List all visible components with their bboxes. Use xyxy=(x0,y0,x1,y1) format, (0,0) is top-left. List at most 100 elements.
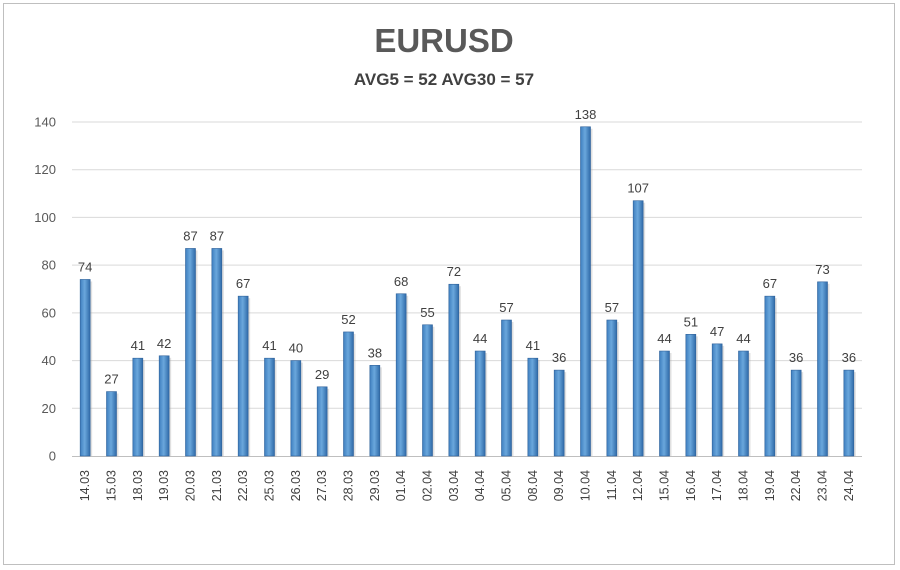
x-tick-label: 14.03 xyxy=(78,470,92,501)
x-tick-label: 18.04 xyxy=(737,470,751,501)
bar xyxy=(606,319,618,457)
x-tick-label: 29.03 xyxy=(368,470,382,501)
data-label: 107 xyxy=(627,181,649,196)
data-label: 42 xyxy=(157,336,171,351)
chart-frame: EURUSD AVG5 = 52 AVG30 = 57 0 20 40 60 80 100… xyxy=(3,3,895,565)
y-tick-label: 20 xyxy=(42,401,56,416)
x-tick-label: 15.04 xyxy=(658,470,672,501)
bar xyxy=(685,334,697,457)
bar xyxy=(264,357,275,457)
data-label: 47 xyxy=(710,324,724,339)
x-tick-label: 21.03 xyxy=(210,470,224,501)
data-label: 36 xyxy=(789,350,803,365)
x-tick-label: 01.04 xyxy=(394,470,408,501)
x-tick-label: 12.04 xyxy=(631,470,645,501)
x-tick-label: 19.03 xyxy=(157,470,171,501)
x-tick-label: 08.04 xyxy=(526,470,540,501)
labels: 74 14.03 27 15.03 41 18.03 42 19.03 87 20.03 87 21.… xyxy=(78,107,856,502)
data-label: 41 xyxy=(262,338,276,353)
x-tick-label: 20.03 xyxy=(184,470,198,501)
x-tick-label: 16.04 xyxy=(684,470,698,501)
x-tick-label: 11.04 xyxy=(605,470,619,500)
bar xyxy=(343,331,354,457)
y-tick-label: 100 xyxy=(34,210,56,225)
data-label: 36 xyxy=(842,350,856,365)
y-tick-label: 60 xyxy=(42,305,56,320)
data-label: 41 xyxy=(131,338,145,353)
bar xyxy=(185,248,196,457)
data-label: 44 xyxy=(473,331,487,346)
x-tick-label: 23.04 xyxy=(816,470,830,501)
bars xyxy=(79,126,856,457)
x-tick-label: 26.03 xyxy=(289,470,303,501)
bar xyxy=(659,350,670,457)
x-tick-label: 27.03 xyxy=(315,470,329,501)
x-tick-label: 24.04 xyxy=(842,470,856,501)
data-label: 67 xyxy=(236,276,250,291)
bar xyxy=(501,319,512,457)
data-label: 74 xyxy=(78,259,92,274)
bar xyxy=(817,281,828,457)
x-tick-label: 15.03 xyxy=(105,470,119,501)
bar-chart: 0 20 40 60 80 100 120 140 74 14.03 27 15.03 41 18.03… xyxy=(34,107,862,502)
data-label: 44 xyxy=(736,331,750,346)
bar xyxy=(764,295,776,457)
bar xyxy=(237,295,249,457)
data-label: 68 xyxy=(394,274,408,289)
data-label: 138 xyxy=(575,107,597,122)
gridlines xyxy=(72,121,862,409)
bar xyxy=(448,283,460,457)
data-label: 38 xyxy=(368,345,382,360)
bar xyxy=(369,365,381,457)
data-label: 29 xyxy=(315,367,329,382)
x-tick-label: 03.04 xyxy=(447,470,461,501)
bar xyxy=(527,357,539,457)
bar xyxy=(211,248,223,457)
data-label: 57 xyxy=(605,300,619,315)
bar xyxy=(711,343,723,457)
x-tick-label: 17.04 xyxy=(710,470,724,501)
y-tick-label: 140 xyxy=(34,115,56,130)
x-tick-label: 25.03 xyxy=(263,470,277,501)
data-label: 41 xyxy=(526,338,540,353)
bar xyxy=(395,293,407,457)
bar xyxy=(843,369,855,457)
y-tick-label: 40 xyxy=(42,353,56,368)
x-tick-label: 18.03 xyxy=(131,470,145,501)
data-label: 44 xyxy=(657,331,671,346)
data-label: 67 xyxy=(763,276,777,291)
bar xyxy=(316,386,328,457)
axes: 0 20 40 60 80 100 120 140 xyxy=(34,115,862,464)
data-label: 40 xyxy=(289,341,303,356)
bar xyxy=(106,391,117,457)
y-tick-label: 0 xyxy=(49,449,56,464)
data-label: 87 xyxy=(183,228,197,243)
bar xyxy=(580,126,591,457)
bar xyxy=(290,360,302,457)
x-tick-label: 02.04 xyxy=(421,470,435,501)
bar xyxy=(632,200,644,457)
bar xyxy=(474,350,486,457)
data-label: 87 xyxy=(210,228,224,243)
chart-title: EURUSD xyxy=(374,22,514,59)
x-tick-label: 28.03 xyxy=(342,470,356,501)
data-label: 52 xyxy=(341,312,355,327)
data-label: 55 xyxy=(420,305,434,320)
bar xyxy=(132,357,144,457)
y-tick-label: 80 xyxy=(42,258,56,273)
x-tick-label: 05.04 xyxy=(500,470,514,501)
y-tick-label: 120 xyxy=(34,162,56,177)
bar xyxy=(738,350,749,457)
data-label: 57 xyxy=(499,300,513,315)
data-label: 27 xyxy=(104,372,118,387)
x-tick-label: 19.04 xyxy=(763,470,777,501)
bar xyxy=(422,324,433,457)
x-tick-label: 10.04 xyxy=(579,470,593,501)
bar xyxy=(790,369,802,457)
bar xyxy=(553,369,565,457)
x-tick-label: 22.03 xyxy=(236,470,250,501)
data-label: 72 xyxy=(447,264,461,279)
x-tick-label: 04.04 xyxy=(473,470,487,501)
data-label: 36 xyxy=(552,350,566,365)
data-label: 73 xyxy=(815,262,829,277)
